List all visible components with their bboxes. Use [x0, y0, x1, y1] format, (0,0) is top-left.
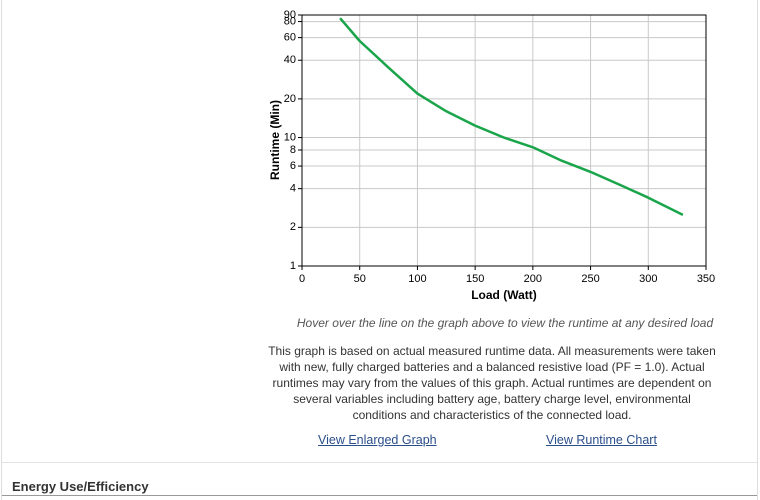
x-tick-label: 200 — [524, 273, 542, 285]
y-tick-label: 4 — [290, 183, 296, 195]
y-tick-label: 2 — [290, 221, 296, 233]
y-tick-label: 80 — [284, 15, 296, 27]
y-tick-label: 40 — [284, 54, 296, 66]
plot-area — [302, 15, 706, 266]
chart: Load (Watt) Runtime (Min) 1 2 4 6 810 20 40 60 8… — [268, 9, 715, 302]
x-tick-label: 100 — [408, 273, 426, 285]
x-tick-label: 250 — [581, 273, 599, 285]
link[interactable]: View Enlarged Graph — [318, 433, 437, 447]
link[interactable]: View Runtime Chart — [546, 433, 657, 447]
y-tick-label: 8 — [290, 144, 296, 156]
section-heading: Energy Use/Efficiency — [12, 479, 149, 494]
description: This graph is based on actual measured r… — [268, 344, 716, 422]
y-tick-label: 90 — [284, 9, 296, 21]
y-axis-label: Runtime (Min) — [268, 100, 282, 180]
plot-frame — [301, 14, 707, 267]
left-border — [1, 0, 2, 500]
x-tick-label: 0 — [299, 273, 305, 285]
x-tick-label: 50 — [354, 273, 366, 285]
separator — [2, 462, 757, 463]
runtime-line — [339, 17, 684, 217]
right-border — [757, 0, 758, 500]
y-tick-label: 60 — [284, 32, 296, 44]
x-tick-label: 300 — [639, 273, 657, 285]
y-tick-label: 20 — [284, 93, 296, 105]
x-tick-label: 150 — [466, 273, 484, 285]
y-tick-label: 10 — [284, 131, 296, 143]
x-tick-label: 350 — [697, 273, 715, 285]
heading-rule — [2, 495, 757, 496]
y-tick-label: 1 — [290, 260, 296, 272]
x-axis-label: Load (Watt) — [471, 288, 537, 302]
hover-note: Hover over the line on the graph above t… — [296, 316, 714, 330]
y-tick-label: 6 — [290, 160, 296, 172]
